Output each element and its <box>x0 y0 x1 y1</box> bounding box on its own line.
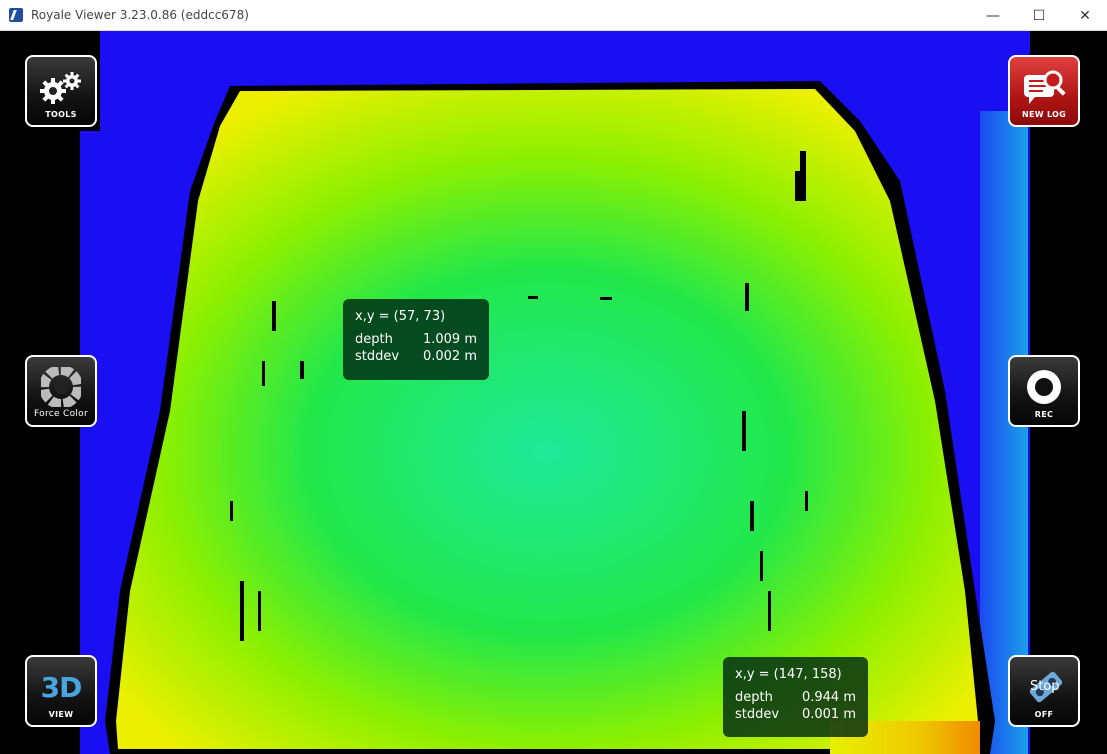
camera-stop-icon: Stop <box>1010 665 1078 709</box>
tools-label: TOOLS <box>45 110 77 119</box>
maximize-button[interactable]: ☐ <box>1032 7 1046 24</box>
stddev-value: 0.002 m <box>422 349 477 364</box>
window-title: Royale Viewer 3.23.0.86 (eddcc678) <box>31 8 249 22</box>
new-log-label: NEW LOG <box>1021 110 1067 119</box>
stop-camera-button[interactable]: Stop OFF <box>1008 655 1080 727</box>
stop-glyph: Stop <box>1030 679 1060 694</box>
log-search-icon <box>1010 65 1078 109</box>
pixel-info-tooltip: x,y = (57, 73) depth 1.009 m stddev 0.00… <box>343 299 489 380</box>
record-icon <box>1010 365 1078 409</box>
view-3d-glyph: 3D <box>40 670 83 704</box>
force-color-button[interactable]: Force Color <box>25 355 97 427</box>
depth-map <box>0 31 1107 754</box>
minimize-button[interactable]: — <box>986 7 1000 24</box>
view-3d-button[interactable]: 3D VIEW <box>25 655 97 727</box>
close-button[interactable]: ✕ <box>1079 7 1091 24</box>
depth-image-view[interactable] <box>0 31 1107 754</box>
depth-label: depth <box>355 332 393 347</box>
pixel-info-tooltip: x,y = (147, 158) depth 0.944 m stddev 0.… <box>723 657 868 737</box>
depth-value: 1.009 m <box>422 332 477 347</box>
color-wheel-icon <box>27 365 95 409</box>
view-label: VIEW <box>48 710 74 719</box>
tools-button[interactable]: TOOLS <box>25 55 97 127</box>
gears-icon <box>27 65 95 109</box>
force-color-label: Force Color <box>33 409 88 419</box>
rec-label: REC <box>1034 410 1054 419</box>
app-icon <box>9 8 23 22</box>
pixel-coordinate: x,y = (57, 73) <box>355 309 446 324</box>
stop-off-label: OFF <box>1034 710 1054 719</box>
depth-label: depth <box>735 690 773 705</box>
pixel-coordinate: x,y = (147, 158) <box>735 667 842 682</box>
stddev-row: stddev 0.001 m <box>735 706 856 723</box>
title-bar: Royale Viewer 3.23.0.86 (eddcc678) — ☐ ✕ <box>0 0 1107 31</box>
depth-value: 0.944 m <box>801 690 856 705</box>
stddev-value: 0.001 m <box>801 707 856 722</box>
record-button[interactable]: REC <box>1008 355 1080 427</box>
stddev-label: stddev <box>355 349 400 364</box>
stddev-row: stddev 0.002 m <box>355 348 477 365</box>
new-log-button[interactable]: NEW LOG <box>1008 55 1080 127</box>
depth-row: depth 0.944 m <box>735 689 856 706</box>
view-3d-icon: 3D <box>27 665 95 709</box>
depth-row: depth 1.009 m <box>355 331 477 348</box>
stddev-label: stddev <box>735 707 780 722</box>
